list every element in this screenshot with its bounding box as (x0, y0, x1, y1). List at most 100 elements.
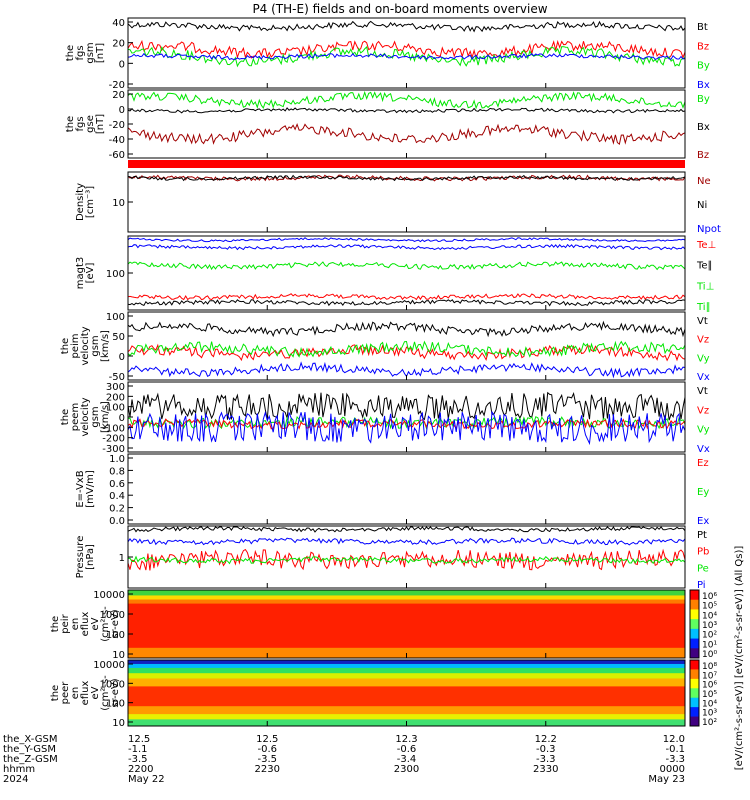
series-line (127, 52, 686, 61)
y-axis-label-line: E=-VxB (75, 470, 86, 507)
y-tick-label: 0 (119, 105, 125, 116)
y-axis-label-line: Pressure (75, 536, 86, 579)
series-line (127, 174, 686, 182)
legend-entry: Vy (697, 425, 710, 436)
series-line (127, 555, 686, 565)
y-axis-label-line: [nT] (95, 114, 106, 134)
y-axis-label-line: peem (70, 403, 81, 431)
legend-entry: Vx (697, 372, 710, 383)
y-axis-label-line: peer (60, 681, 71, 705)
x-row-label: the_Z-GSM (3, 754, 58, 765)
x-row-value: -1.1 (128, 744, 148, 755)
colorbar-label: [eV/(cm²-s-sr-eV)] [eV/(cm²-s-sr-eV)] (A… (734, 546, 745, 771)
legend-entry: Bz (697, 41, 709, 52)
y-tick-label: -50 (109, 372, 125, 383)
y-axis-label-line: gsm (90, 406, 101, 427)
x-row-value: -0.6 (397, 744, 417, 755)
y-tick-label: 20 (112, 39, 125, 50)
panel-7: 1.00.8 0.60.4 0.20.0 E=-VxB [mV/m] Ez Ey Ex (75, 453, 709, 527)
colorbar-tick-label: 10² (702, 631, 717, 641)
legend-entry: Te∥ (696, 261, 713, 272)
colorbar-tick-label: 10⁵ (702, 690, 717, 700)
y-axis-label: Density [cm⁻³] (75, 183, 96, 221)
x-row-value: -3.5 (128, 754, 148, 765)
colorbar-tick-label: 10⁰ (702, 650, 717, 660)
colorbar-tick-label: 10² (702, 718, 717, 728)
legend-entry: Ti∥ (696, 302, 711, 313)
y-axis-label-line: the (60, 409, 71, 425)
y-axis-label: E=-VxB [mV/m] (75, 470, 96, 508)
y-axis-label-line: the (65, 45, 76, 61)
y-axis-label-line: fgs (75, 116, 86, 131)
y-tick-label: 40 (112, 18, 125, 29)
legend-entry: Pb (697, 547, 709, 558)
series-line (127, 90, 686, 110)
y-tick-label: 100 (106, 699, 125, 710)
y-axis-label: magt3 [eV] (75, 257, 96, 290)
x-row-label: the_Y-GSM (3, 744, 56, 755)
y-tick-label: 0 (119, 59, 125, 70)
x-row-value: -0.1 (665, 744, 685, 755)
legend-entry: Vz (697, 405, 709, 416)
y-tick-label: -100 (102, 423, 125, 434)
y-axis-label-line: velocity (80, 326, 91, 365)
y-axis-label-line: eflux (80, 681, 91, 706)
y-axis-label-line: sr-eV) (110, 678, 121, 707)
x-row-value: 12.5 (128, 734, 150, 745)
y-tick-label: 10 (112, 198, 125, 209)
y-axis-label-line: eV (90, 686, 101, 699)
y-axis-label-line: gse (85, 115, 96, 133)
y-tick-label: -60 (109, 150, 125, 161)
y-axis-label-line: peim (70, 333, 81, 358)
y-tick-label: 0.6 (109, 479, 125, 490)
panel-8: 1 Pressure [nPa] Pt Pb Pe Pi (75, 525, 709, 591)
legend-entry: Vx (697, 444, 710, 455)
series-line (127, 39, 686, 60)
colorbar-segment (690, 678, 699, 689)
x-row-value: 12.3 (395, 734, 417, 745)
colorbar-segment (690, 609, 699, 620)
series-line (127, 417, 686, 430)
legend-entry: Ti⊥ (696, 281, 714, 292)
series-line (127, 410, 686, 446)
y-axis-label-line: the (60, 338, 71, 354)
y-axis-label-line: sr-eV) (110, 609, 121, 638)
y-tick-label: -20 (109, 120, 125, 131)
y-tick-label: 10000 (93, 660, 125, 671)
spectrogram-band (128, 603, 685, 649)
spectrogram-band (128, 590, 685, 596)
y-axis-label-line: (cm²-s- (100, 675, 111, 711)
y-tick-label: -40 (109, 135, 125, 146)
x-row-value: -3.5 (257, 754, 277, 765)
y-axis-label: the peim velocity gsm [km/s] (60, 326, 111, 365)
series-line (127, 526, 686, 533)
series-line (127, 243, 686, 251)
panel-10: 10000 1000 100 10 the peer en eflux eV (cm²-s-sr-… (50, 659, 686, 729)
y-axis-label-line: peir (60, 613, 71, 633)
x-row-value: 2330 (533, 764, 558, 775)
legend-entry: Vy (697, 353, 710, 364)
y-tick-label: 100 (106, 403, 125, 414)
series-line (127, 361, 686, 379)
panel-frame (127, 171, 686, 233)
series-line (127, 237, 686, 243)
series-line (127, 343, 686, 362)
y-axis-label-line: (cm²-s- (100, 606, 111, 642)
x-row-value: 2230 (255, 764, 280, 775)
legend-entry: Ez (697, 458, 709, 469)
x-row-value: -3.3 (536, 754, 556, 765)
x-row-value: 12.2 (535, 734, 557, 745)
y-tick-label: 1 (119, 553, 125, 564)
y-axis-label: the peer en eflux eV (cm²-s-sr-eV) (50, 675, 121, 711)
x-row-value: May 23 (648, 774, 685, 785)
colorbar-tick-label: 10⁶ (702, 592, 717, 602)
y-axis-label: the peem velocity gsm [km/s] (60, 397, 111, 436)
legend-entry: Te⊥ (696, 240, 716, 251)
y-axis-label-line: [mV/m] (85, 470, 96, 508)
spectrogram-band (128, 706, 685, 715)
y-axis-label-line: [nT] (95, 43, 106, 63)
y-tick-label: -300 (102, 444, 125, 455)
colorbar-segment (690, 697, 699, 708)
y-tick-label: 100 (106, 269, 125, 280)
